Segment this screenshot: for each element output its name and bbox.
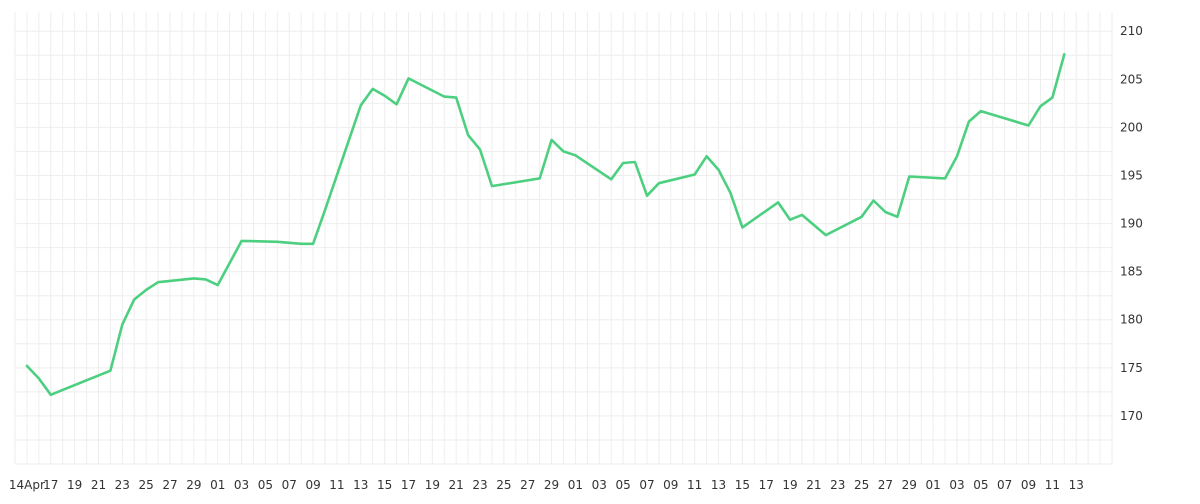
x-tick-label: 09 xyxy=(305,478,320,492)
x-tick-label: 17 xyxy=(401,478,416,492)
y-tick-label: 195 xyxy=(1120,168,1143,182)
x-tick-label: 07 xyxy=(282,478,297,492)
x-tick-label: 03 xyxy=(234,478,249,492)
x-tick-label: 09 xyxy=(663,478,678,492)
x-tick-label: 11 xyxy=(329,478,344,492)
y-tick-label: 170 xyxy=(1120,409,1143,423)
x-tick-label: 15 xyxy=(735,478,750,492)
x-tick-label: 19 xyxy=(425,478,440,492)
x-tick-label: 11 xyxy=(687,478,702,492)
x-tick-label: 29 xyxy=(186,478,201,492)
y-tick-label: 205 xyxy=(1120,72,1143,86)
y-tick-label: 210 xyxy=(1120,24,1143,38)
y-tick-label: 200 xyxy=(1120,120,1143,134)
x-tick-label: 19 xyxy=(782,478,797,492)
x-tick-label: 25 xyxy=(139,478,154,492)
x-tick-label: 07 xyxy=(997,478,1012,492)
x-tick-label: 13 xyxy=(1069,478,1084,492)
x-tick-label: 03 xyxy=(592,478,607,492)
x-tick-label: 09 xyxy=(1021,478,1036,492)
x-tick-label: 23 xyxy=(115,478,130,492)
y-axis-ticks: 170 175 180 185 190 195 200 205 210 xyxy=(1120,24,1143,423)
x-tick-label: 15 xyxy=(377,478,392,492)
y-tick-label: 185 xyxy=(1120,265,1143,279)
x-tick-label: 21 xyxy=(449,478,464,492)
x-tick-label: 01 xyxy=(568,478,583,492)
x-tick-label: 27 xyxy=(162,478,177,492)
x-tick-label: 13 xyxy=(711,478,726,492)
x-tick-label: 14Apr xyxy=(9,478,45,492)
x-tick-label: 01 xyxy=(926,478,941,492)
grid-layer xyxy=(14,12,1113,465)
y-tick-label: 175 xyxy=(1120,361,1143,375)
x-tick-label: 17 xyxy=(759,478,774,492)
x-tick-label: 27 xyxy=(520,478,535,492)
x-tick-label: 29 xyxy=(544,478,559,492)
x-tick-label: 05 xyxy=(615,478,630,492)
price-line xyxy=(25,52,1066,397)
x-tick-label: 05 xyxy=(973,478,988,492)
x-tick-label: 19 xyxy=(67,478,82,492)
x-tick-label: 01 xyxy=(210,478,225,492)
x-tick-label: 25 xyxy=(496,478,511,492)
x-tick-label: 05 xyxy=(258,478,273,492)
x-tick-label: 03 xyxy=(949,478,964,492)
y-tick-label: 180 xyxy=(1120,313,1143,327)
x-tick-label: 23 xyxy=(472,478,487,492)
x-tick-label: 21 xyxy=(91,478,106,492)
x-tick-label: 21 xyxy=(806,478,821,492)
x-tick-label: 29 xyxy=(902,478,917,492)
x-tick-label: 25 xyxy=(854,478,869,492)
line-layer xyxy=(25,52,1066,397)
x-tick-label: 27 xyxy=(878,478,893,492)
x-tick-label: 17 xyxy=(43,478,58,492)
x-tick-label: 13 xyxy=(353,478,368,492)
x-tick-label: 07 xyxy=(639,478,654,492)
x-tick-label: 11 xyxy=(1045,478,1060,492)
y-tick-label: 190 xyxy=(1120,217,1143,231)
x-tick-label: 23 xyxy=(830,478,845,492)
